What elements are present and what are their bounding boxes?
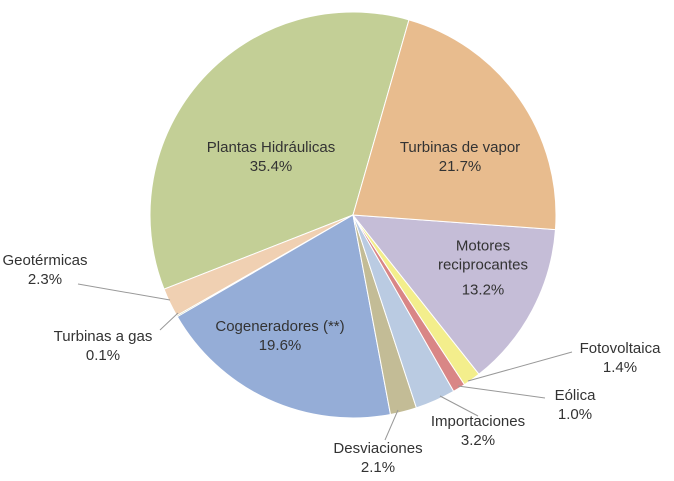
slice-value: 2.3% [27, 271, 63, 288]
slice-name: Desviaciones [333, 440, 423, 457]
pie-slice [351, 214, 557, 375]
slice-value: 19.6% [258, 337, 302, 354]
slice-label: Eólica 1.0% [555, 386, 596, 424]
pie-slice [176, 214, 392, 419]
slice-value: 3.2% [460, 432, 496, 449]
slice-name: Fotovoltaica [579, 340, 661, 357]
pie-slice [352, 19, 557, 231]
slice-label: Geotérmicas 2.3% [2, 251, 87, 289]
slice-value: 1.0% [557, 406, 593, 423]
leader-line [384, 409, 399, 441]
slice-label: Fotovoltaica 1.4% [580, 339, 661, 377]
slice-value: 35.4% [249, 158, 293, 175]
slice-name: Turbinas de vapor [399, 139, 521, 156]
leader-line [467, 351, 573, 382]
slice-value: 21.7% [438, 158, 482, 175]
slice-name: Cogeneradores (**) [215, 318, 345, 335]
slice-label: Turbinas a gas 0.1% [54, 327, 153, 365]
slice-name: Plantas Hidráulicas [206, 139, 336, 156]
slice-label: Desviaciones 2.1% [333, 439, 422, 477]
slice-value: 0.1% [85, 347, 121, 364]
slice-value: 13.2% [461, 281, 505, 299]
slice-value: 2.1% [360, 459, 396, 476]
slice-label: Motores reciprocantes 13.2% [428, 237, 538, 300]
slice-name: Turbinas a gas [53, 328, 153, 345]
slice-label: Importaciones 3.2% [431, 412, 525, 450]
slice-label: Turbinas de vapor 21.7% [400, 138, 520, 176]
slice-value: 1.4% [602, 359, 638, 376]
leader-lines [77, 283, 573, 441]
slice-name: Geotérmicas [2, 252, 88, 269]
slice-name: Importaciones [430, 413, 526, 430]
slice-label: Plantas Hidráulicas 35.4% [207, 138, 335, 176]
pie-slice [149, 11, 410, 290]
slice-label: Cogeneradores (**) 19.6% [215, 317, 344, 355]
leader-line [439, 395, 479, 417]
slice-name: Motores reciprocantes [437, 237, 529, 274]
leader-line [457, 385, 546, 399]
slice-name: Eólica [554, 387, 596, 404]
leader-line [77, 283, 171, 301]
leader-line [159, 312, 179, 331]
